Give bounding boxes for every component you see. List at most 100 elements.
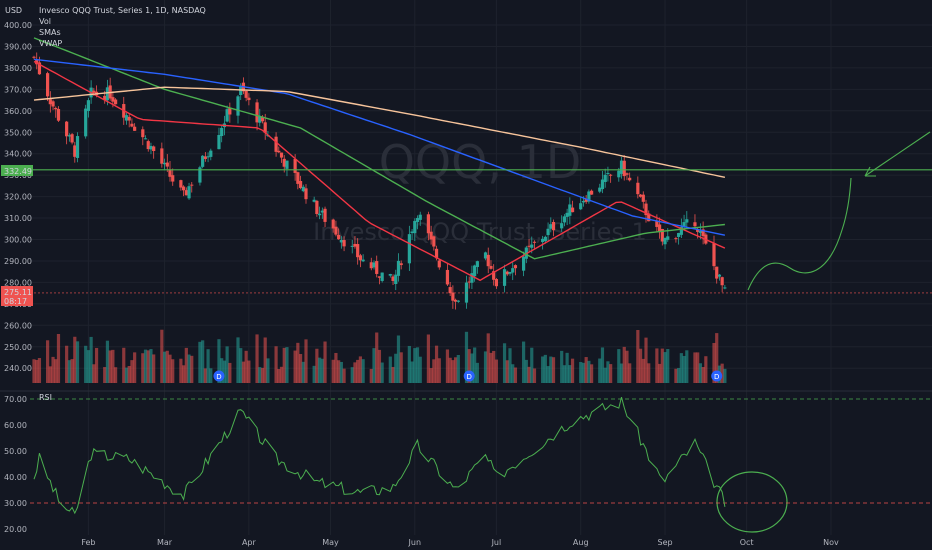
volume-bar — [358, 356, 362, 383]
time-axis[interactable]: Feb Mar Apr May Jun Jul Aug Sep Oct Nov — [81, 538, 839, 547]
volume-bar — [353, 362, 357, 383]
candle-body — [190, 184, 194, 186]
candle-body — [603, 174, 607, 182]
price-tick-label: 370.00 — [4, 85, 32, 94]
candle-body — [475, 261, 479, 268]
candle-body — [617, 170, 621, 178]
volume-bar — [505, 360, 509, 383]
price-tick-label: 290.00 — [4, 257, 32, 266]
rsi-axis[interactable]: 70.00 60.00 50.00 40.00 30.00 20.00 — [4, 395, 27, 534]
candle-body — [277, 150, 281, 153]
candle-body — [470, 273, 474, 283]
volume-bar — [203, 368, 207, 383]
rsi-tick-label: 70.00 — [4, 395, 27, 404]
candle-body — [127, 116, 131, 121]
volume-bar — [418, 356, 422, 383]
volume-bar — [46, 340, 50, 383]
volume-bar — [647, 363, 651, 383]
candle-body — [454, 299, 458, 302]
user-drawings[interactable] — [716, 131, 931, 533]
candle-body — [701, 229, 705, 237]
candle-body — [46, 73, 50, 97]
candle-body — [296, 172, 300, 184]
symbol-line[interactable]: Invesco QQQ Trust, Series 1, 1D, NASDAQ — [39, 6, 206, 15]
candle-body — [399, 263, 403, 266]
candle-body — [182, 186, 186, 191]
candle-body — [56, 109, 61, 121]
volume-bar — [342, 368, 346, 383]
candle-body — [320, 210, 324, 213]
candle-body — [658, 224, 662, 233]
candle-body — [437, 260, 441, 268]
volume-bar — [541, 356, 545, 383]
volume-bar — [603, 367, 607, 383]
indicator-vol[interactable]: Vol — [39, 17, 51, 26]
dividend-marker[interactable] — [711, 370, 723, 382]
volume-bar — [723, 368, 727, 383]
volume-bar — [285, 347, 289, 383]
volume-bar — [388, 356, 392, 383]
candle-body — [663, 237, 667, 245]
volume-bar — [350, 367, 354, 383]
candle-body — [220, 127, 224, 137]
candle-body — [323, 208, 327, 222]
volume-bar — [543, 354, 547, 383]
dividend-marker[interactable] — [463, 370, 475, 382]
volume-bar — [51, 356, 55, 383]
candle-body — [184, 190, 188, 196]
candle-body — [619, 160, 624, 174]
volume-bar — [489, 352, 493, 383]
rsi-tick-label: 40.00 — [4, 473, 27, 482]
candle-body — [32, 56, 36, 58]
volume-bar — [641, 358, 645, 383]
indicator-vwap[interactable]: VWAP — [39, 39, 62, 48]
volume-bar — [190, 355, 194, 383]
volume-bars — [32, 329, 727, 383]
candle-body — [92, 90, 96, 93]
indicator-smas[interactable]: SMAs — [39, 28, 61, 37]
candle-body — [715, 266, 719, 279]
dividend-marker-label: D — [714, 373, 719, 381]
candle-body — [75, 136, 80, 158]
moving-averages — [33, 37, 726, 282]
volume-bar — [470, 353, 474, 383]
candle-body — [225, 109, 229, 122]
volume-bar — [152, 354, 156, 383]
candle-body — [301, 186, 305, 192]
candle-body — [527, 245, 531, 247]
volume-bar — [279, 366, 284, 383]
volume-bar — [581, 362, 586, 383]
price-tick-label: 240.00 — [4, 364, 32, 373]
volume-bar — [584, 357, 588, 383]
volume-bar — [35, 359, 39, 383]
arrow-drawing[interactable] — [864, 131, 931, 177]
volume-bar — [579, 362, 583, 383]
volume-bar — [508, 348, 512, 383]
time-tick-label: Jul — [491, 538, 502, 547]
volume-bar — [298, 354, 303, 383]
volume-bar — [429, 368, 433, 383]
candle-body — [451, 292, 455, 301]
watermark-name: Invesco QQQ Trust, Series 1 — [313, 218, 647, 246]
candle-body — [551, 222, 556, 231]
volume-bar — [65, 345, 69, 383]
projection-curve[interactable] — [747, 177, 852, 291]
price-tick-label: 260.00 — [4, 321, 32, 330]
volume-bar — [454, 357, 458, 383]
candle-body — [130, 123, 134, 127]
candle-body — [377, 276, 382, 278]
volume-bar — [532, 368, 537, 383]
candle-body — [590, 190, 594, 195]
volume-bar — [323, 341, 327, 383]
candle-body — [372, 262, 376, 268]
candle-body — [48, 99, 52, 105]
rsi-circle-drawing[interactable] — [716, 471, 788, 533]
volume-bar — [86, 350, 90, 383]
countdown-badge: 08:17 — [4, 297, 27, 306]
candle-body — [532, 241, 537, 243]
dividend-marker[interactable] — [213, 370, 225, 382]
volume-bar — [217, 339, 221, 383]
candle-body — [562, 216, 566, 223]
